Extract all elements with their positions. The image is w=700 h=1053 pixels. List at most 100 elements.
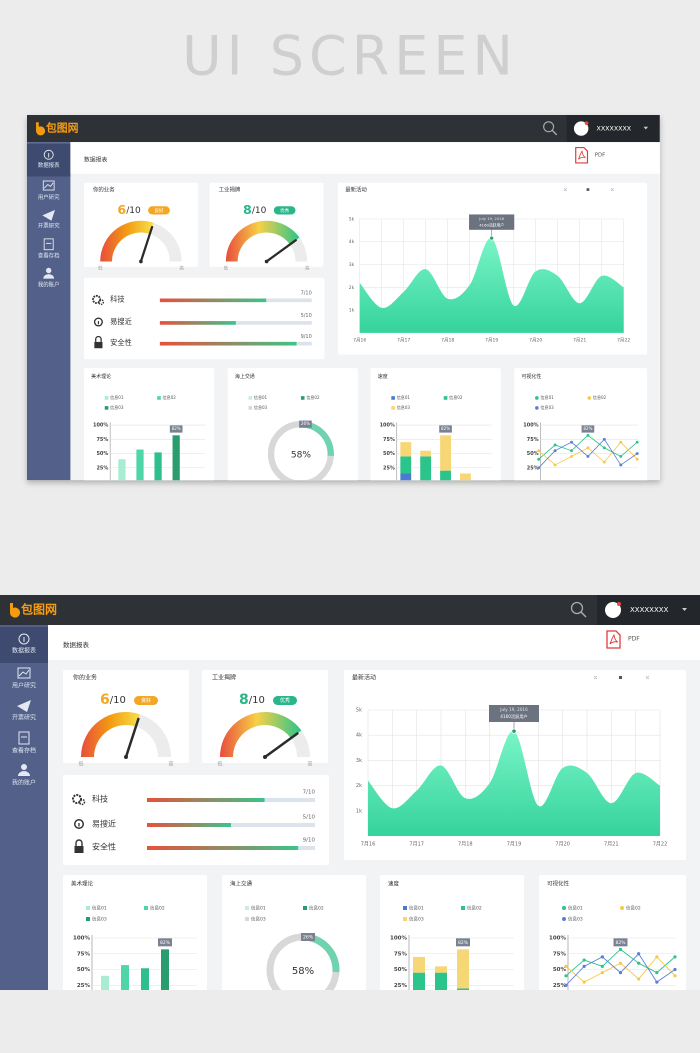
value-tag [613,938,628,947]
tooltip-text: 4160活跃用户 [479,222,504,227]
icon [42,180,55,191]
sidebar-item[interactable]: 查看存档 [12,747,36,755]
tag [134,696,158,705]
icon [74,846,84,853]
point [618,947,623,951]
card [63,875,207,990]
legend-swatch [300,396,305,400]
score-value: 6 [117,201,126,216]
card-title: 工业揭牌 [212,674,236,682]
page-header [48,625,700,660]
value-tag [581,425,595,433]
value-tag-text: 26% [303,935,314,941]
icon [43,149,54,160]
point [619,440,623,444]
sidebar-item[interactable]: 开票研究 [38,222,60,230]
card-title: 可视化性 [547,880,570,888]
avatar [605,602,621,618]
pdf-icon[interactable] [575,146,589,164]
pdf-icon[interactable] [606,630,621,649]
gauge-high: 高 [179,264,184,271]
avatar [573,121,589,136]
legend-swatch [535,396,539,400]
bar-segment [420,450,432,457]
score: 6/10 [100,692,126,708]
x-tick-label: 7月19 [507,842,522,848]
card [83,368,215,481]
bar-segment [435,972,447,990]
search-icon[interactable] [570,601,584,615]
icon [18,669,30,677]
sidebar-item[interactable]: 查看存档 [38,252,60,260]
sidebar-item[interactable]: 开票研究 [12,714,36,722]
legend-label: 信息03 [110,404,124,410]
bar [101,975,109,990]
point [602,446,606,450]
score-value: 8 [239,692,249,708]
score-max: /10 [249,695,265,706]
point [655,971,659,975]
progress-value: 7/10 [301,291,312,297]
tag [273,206,296,215]
x-tick-label: 7月16 [353,338,366,344]
sidebar-item[interactable]: 数据报表 [12,647,36,655]
headline: UI SCREEN [182,25,518,88]
point [619,454,623,458]
pdf-label[interactable]: PDF [595,152,606,158]
progress-value: 7/10 [303,790,316,796]
tag [148,206,170,215]
point [553,463,557,467]
y-tick-label: 75% [383,437,395,443]
page-title: 数据报表 [63,640,90,649]
x-tick-label: 7月18 [458,842,473,848]
card-title: 速度 [388,880,400,888]
bar-segment [457,949,469,989]
gauge-needle [124,717,140,759]
point [618,961,623,965]
legend-label: 信息03 [397,404,411,410]
sidebar-item[interactable]: 用户研究 [38,193,60,201]
legend-label: 信息03 [568,916,583,923]
page-header [70,142,660,174]
progress-label: 安全性 [92,842,116,852]
x-tick-label: 7月20 [555,842,570,848]
sidebar-item[interactable]: 我的账户 [12,779,36,787]
y-tick-label: 25% [527,465,539,471]
y-tick-label: 100% [93,423,108,429]
point [635,452,639,455]
pdf-label[interactable]: PDF [628,636,640,643]
window-icon [593,675,650,680]
icon [17,700,31,712]
bar [172,435,180,481]
icon [17,667,31,679]
point [564,964,568,968]
window-icon [619,676,622,679]
search-handle [580,611,587,618]
gauge-needle [139,225,154,263]
legend-label: 信息03 [251,916,266,923]
progress-label: 安全性 [110,338,132,347]
score-value: 8 [243,201,252,216]
y-tick-label: 100% [73,936,90,942]
logo-text: 包图网 [46,121,79,135]
progress-label: 科技 [92,794,108,804]
value-tag-text: 82% [458,940,469,946]
card-title: 美术理论 [91,373,111,380]
search-icon[interactable] [543,121,555,133]
point [553,449,557,453]
legend-label: 信息02 [309,905,324,912]
progress-bar [159,321,236,325]
sidebar-item[interactable]: 我的账户 [38,280,60,288]
legend-swatch [562,917,566,921]
y-tick-label: 5k [356,708,362,714]
point [637,961,641,965]
sidebar-item[interactable]: 用户研究 [12,682,36,690]
point [586,446,590,450]
sidebar-item[interactable]: 数据报表 [38,161,60,169]
card-title: 最新活动 [352,674,376,682]
legend-label: 信息01 [92,905,107,912]
point [582,964,586,968]
card [539,875,686,990]
value-tag-text: 26% [301,421,310,426]
